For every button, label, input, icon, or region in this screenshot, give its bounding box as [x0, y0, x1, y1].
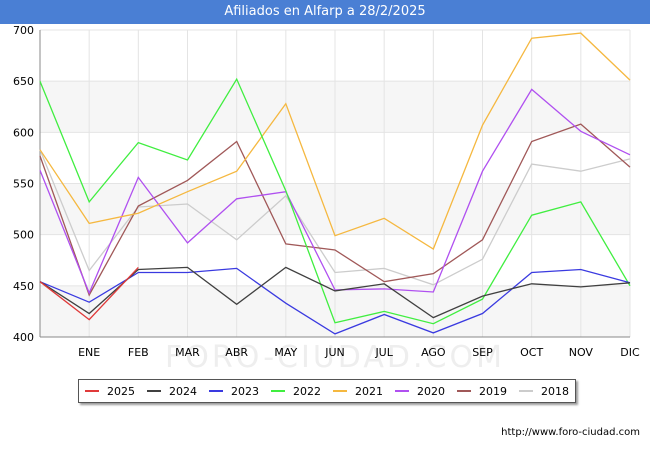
legend-label: 2025: [107, 384, 135, 398]
x-tick-label: ABR: [225, 346, 248, 359]
legend-label: 2019: [479, 384, 507, 398]
x-tick-label: SEP: [472, 346, 493, 359]
legend-swatch: [333, 390, 347, 392]
series-line-2024: [39, 266, 631, 319]
axes: [39, 30, 630, 338]
legend-swatch: [395, 390, 409, 392]
legend-item-2024: 2024: [147, 385, 197, 398]
legend-label: 2022: [293, 384, 321, 398]
x-tick-label: ENE: [78, 346, 100, 359]
y-tick-label: 500: [13, 229, 34, 242]
x-tick-label: FEB: [128, 346, 149, 359]
x-tick-label: JUL: [374, 346, 393, 359]
series-line-2023: [39, 267, 631, 335]
legend-item-2019: 2019: [457, 385, 507, 398]
legend-swatch: [457, 390, 471, 392]
legend-item-2022: 2022: [271, 385, 321, 398]
x-tick-label: AGO: [421, 346, 446, 359]
y-axis-ticks: 400 450 500 550 600 650 700: [13, 24, 34, 344]
series-line-2021: [39, 32, 631, 250]
series-line-2019: [39, 123, 631, 297]
y-tick-label: 600: [13, 126, 34, 139]
y-tick-label: 400: [13, 331, 34, 344]
series-line-2025: [39, 266, 139, 321]
x-tick-label: DIC: [620, 346, 640, 359]
legend-label: 2024: [169, 384, 197, 398]
legend-swatch: [271, 390, 285, 392]
chart-title: Afiliados en Alfarp a 28/2/2025: [0, 0, 650, 24]
x-tick-label: MAY: [274, 346, 297, 359]
legend: 2025 2024 2023 2022 2021 2020 2019 2018: [78, 379, 576, 403]
y-tick-label: 550: [13, 178, 34, 191]
legend-item-2020: 2020: [395, 385, 445, 398]
x-axis-ticks: ENE FEB MAR ABR MAY JUN JUL AGO SEP OCT NOV DIC: [78, 346, 640, 359]
legend-swatch: [209, 390, 223, 392]
legend-swatch: [85, 390, 99, 392]
legend-item-2018: 2018: [519, 385, 569, 398]
legend-item-2025: 2025: [85, 385, 135, 398]
x-tick-label: NOV: [569, 346, 594, 359]
x-tick-label: MAR: [175, 346, 200, 359]
x-tick-label: OCT: [520, 346, 543, 359]
x-tick-label: JUN: [324, 346, 345, 359]
series-lines: [39, 32, 631, 335]
legend-item-2023: 2023: [209, 385, 259, 398]
legend-label: 2023: [231, 384, 259, 398]
legend-swatch: [519, 390, 533, 392]
legend-label: 2018: [541, 384, 569, 398]
legend-label: 2021: [355, 384, 383, 398]
legend-item-2021: 2021: [333, 385, 383, 398]
watermark: FORO-CIUDAD.COM: [165, 340, 505, 375]
series-line-2022: [39, 77, 631, 325]
series-line-2020: [39, 88, 631, 295]
y-tick-label: 650: [13, 75, 34, 88]
y-tick-label: 450: [13, 280, 34, 293]
legend-label: 2020: [417, 384, 445, 398]
y-tick-label: 700: [13, 24, 34, 37]
legend-swatch: [147, 390, 161, 392]
source-credit: http://www.foro-ciudad.com: [501, 427, 640, 438]
